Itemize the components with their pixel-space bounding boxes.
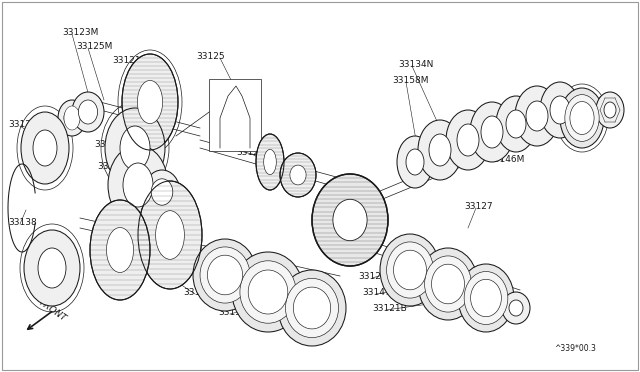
- Text: 33138: 33138: [8, 218, 36, 227]
- Text: 33125M: 33125M: [76, 42, 113, 51]
- Ellipse shape: [256, 134, 284, 190]
- Text: 32140H: 32140H: [580, 96, 615, 105]
- Text: 33123M: 33123M: [62, 28, 99, 37]
- Ellipse shape: [90, 200, 150, 300]
- Ellipse shape: [79, 100, 97, 124]
- Ellipse shape: [481, 116, 503, 148]
- Ellipse shape: [380, 234, 440, 306]
- Ellipse shape: [72, 92, 104, 132]
- Text: 32140M: 32140M: [570, 112, 606, 121]
- Ellipse shape: [394, 250, 426, 290]
- Ellipse shape: [496, 96, 536, 152]
- Ellipse shape: [280, 153, 316, 197]
- Ellipse shape: [429, 134, 451, 166]
- Ellipse shape: [333, 199, 367, 241]
- Ellipse shape: [144, 170, 180, 214]
- Ellipse shape: [550, 96, 570, 124]
- Ellipse shape: [570, 102, 594, 135]
- FancyBboxPatch shape: [209, 79, 261, 151]
- Ellipse shape: [123, 163, 153, 207]
- Ellipse shape: [464, 272, 508, 324]
- Ellipse shape: [193, 239, 257, 311]
- Ellipse shape: [122, 54, 178, 150]
- Ellipse shape: [38, 248, 66, 288]
- Ellipse shape: [58, 100, 86, 136]
- Text: 33121B: 33121B: [372, 304, 407, 313]
- Ellipse shape: [540, 82, 580, 138]
- Ellipse shape: [424, 256, 472, 312]
- Ellipse shape: [502, 292, 530, 324]
- Ellipse shape: [596, 92, 624, 128]
- Text: 33158M: 33158M: [392, 76, 429, 85]
- Text: 33116N: 33116N: [28, 258, 63, 267]
- Ellipse shape: [264, 150, 276, 174]
- Ellipse shape: [240, 261, 296, 323]
- Text: 33147M: 33147M: [362, 288, 398, 297]
- Ellipse shape: [120, 126, 150, 170]
- Ellipse shape: [446, 110, 490, 170]
- Ellipse shape: [604, 102, 616, 118]
- Ellipse shape: [470, 102, 514, 162]
- Ellipse shape: [108, 145, 168, 225]
- Ellipse shape: [64, 106, 80, 130]
- Text: 33134N: 33134N: [398, 60, 433, 69]
- Text: 33120: 33120: [236, 148, 264, 157]
- Text: 33125N: 33125N: [358, 272, 394, 281]
- Text: 33146M: 33146M: [488, 155, 524, 164]
- Ellipse shape: [24, 230, 80, 306]
- Ellipse shape: [387, 242, 433, 298]
- Ellipse shape: [406, 149, 424, 175]
- Ellipse shape: [248, 270, 288, 314]
- Ellipse shape: [470, 279, 501, 317]
- Ellipse shape: [278, 270, 346, 346]
- Ellipse shape: [526, 101, 548, 131]
- Ellipse shape: [207, 255, 243, 295]
- Ellipse shape: [506, 110, 526, 138]
- Ellipse shape: [560, 88, 604, 148]
- Text: 33135M: 33135M: [218, 308, 255, 317]
- Ellipse shape: [232, 252, 304, 332]
- Ellipse shape: [138, 181, 202, 289]
- Ellipse shape: [509, 300, 523, 316]
- Ellipse shape: [431, 264, 465, 304]
- Ellipse shape: [457, 124, 479, 156]
- Text: 33125: 33125: [196, 52, 225, 61]
- Ellipse shape: [290, 165, 306, 185]
- Ellipse shape: [418, 248, 478, 320]
- Ellipse shape: [397, 136, 433, 188]
- Text: 33120G: 33120G: [118, 178, 154, 187]
- Text: 33152M: 33152M: [503, 138, 540, 147]
- Text: 33153: 33153: [254, 164, 283, 173]
- Ellipse shape: [151, 179, 173, 205]
- Ellipse shape: [64, 108, 80, 128]
- Text: ^339*00.3: ^339*00.3: [554, 344, 596, 353]
- Text: 33120B: 33120B: [8, 120, 43, 129]
- Ellipse shape: [21, 112, 69, 184]
- Text: 33114P: 33114P: [97, 162, 131, 171]
- Ellipse shape: [458, 264, 514, 332]
- Text: 33113N: 33113N: [183, 288, 218, 297]
- Ellipse shape: [105, 108, 165, 188]
- Ellipse shape: [293, 287, 331, 329]
- Ellipse shape: [33, 130, 57, 166]
- Text: 32701M: 32701M: [196, 272, 232, 281]
- Ellipse shape: [156, 211, 184, 259]
- Ellipse shape: [515, 86, 559, 146]
- Ellipse shape: [285, 278, 339, 338]
- Ellipse shape: [200, 247, 250, 303]
- Text: 33114P: 33114P: [94, 140, 128, 149]
- Text: 33127: 33127: [464, 202, 493, 211]
- Text: 33121: 33121: [112, 56, 141, 65]
- Ellipse shape: [418, 120, 462, 180]
- Ellipse shape: [312, 174, 388, 266]
- Ellipse shape: [565, 94, 599, 141]
- Text: FRONT: FRONT: [38, 298, 68, 323]
- Ellipse shape: [106, 228, 134, 273]
- Ellipse shape: [138, 80, 163, 124]
